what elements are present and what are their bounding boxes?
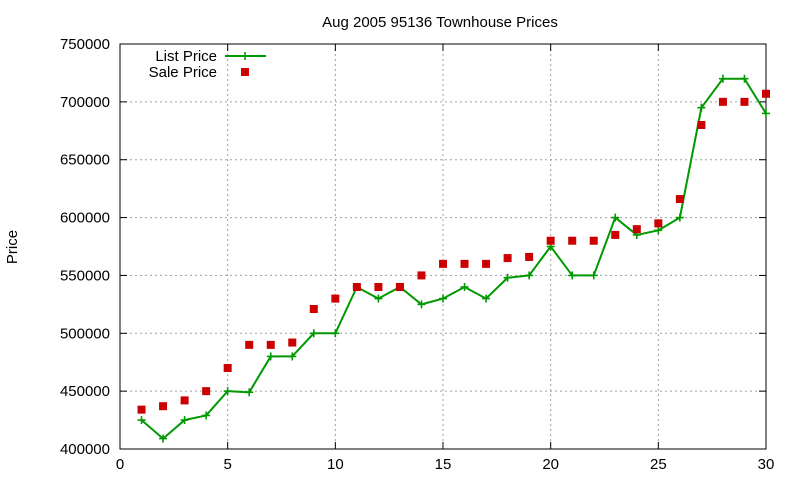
data-point-plus bbox=[589, 271, 598, 280]
data-point-square bbox=[309, 304, 318, 313]
data-point-plus bbox=[439, 294, 447, 303]
data-point-plus bbox=[417, 300, 426, 309]
data-point-plus bbox=[374, 294, 383, 303]
x-tick-label: 15 bbox=[435, 456, 452, 473]
series-sale-price bbox=[137, 89, 770, 414]
data-point-square bbox=[632, 225, 641, 234]
data-point-plus bbox=[460, 283, 469, 291]
data-point-plus bbox=[309, 329, 318, 338]
data-point-square bbox=[718, 97, 727, 106]
data-point-square bbox=[611, 230, 620, 239]
data-point-plus bbox=[266, 352, 275, 361]
y-axis-label: Price bbox=[4, 230, 21, 264]
data-point-plus bbox=[245, 388, 254, 397]
y-tick-label: 650000 bbox=[60, 152, 110, 169]
data-point-square bbox=[202, 387, 211, 396]
data-point-square bbox=[503, 254, 512, 263]
x-tick-label: 5 bbox=[223, 456, 231, 473]
data-point-plus bbox=[503, 273, 512, 282]
data-point-plus bbox=[611, 213, 620, 222]
series-line bbox=[140, 77, 767, 440]
tick-labels: 0 5 10 15 20 25 30 400000 450000 500000 550000 6000… bbox=[60, 36, 774, 473]
legend-square-swatch bbox=[241, 68, 249, 76]
data-point-square bbox=[266, 340, 275, 349]
data-point-square bbox=[697, 121, 706, 129]
data-point-square bbox=[460, 259, 469, 268]
data-point-square bbox=[654, 219, 663, 228]
data-point-square bbox=[374, 283, 383, 291]
data-point-square bbox=[675, 195, 684, 204]
data-point-plus bbox=[675, 213, 684, 222]
y-tick-label: 400000 bbox=[60, 441, 110, 458]
legend-label: List Price bbox=[155, 48, 217, 65]
data-point-square bbox=[546, 236, 555, 245]
data-point-plus bbox=[568, 271, 577, 280]
data-point-plus bbox=[137, 416, 146, 425]
y-tick-label: 450000 bbox=[60, 383, 110, 400]
y-tick-label: 600000 bbox=[60, 210, 110, 227]
chart-title: Aug 2005 95136 Townhouse Prices bbox=[322, 14, 558, 31]
series-list-price bbox=[137, 74, 770, 443]
data-point-square bbox=[159, 402, 168, 411]
data-point-plus bbox=[180, 416, 189, 425]
data-point-square bbox=[180, 396, 189, 405]
x-tick-label: 0 bbox=[116, 456, 124, 473]
x-tick-label: 20 bbox=[542, 456, 559, 473]
x-tick-label: 30 bbox=[758, 456, 775, 473]
data-point-plus bbox=[331, 329, 340, 338]
data-point-square bbox=[223, 364, 232, 372]
y-tick-label: 700000 bbox=[60, 94, 110, 111]
axes bbox=[119, 43, 767, 450]
data-point-square bbox=[482, 259, 491, 268]
data-point-square bbox=[288, 338, 297, 347]
data-point-plus bbox=[202, 411, 211, 420]
data-point-square bbox=[762, 89, 770, 98]
data-point-plus bbox=[740, 74, 749, 83]
data-point-square bbox=[417, 271, 426, 280]
data-point-plus bbox=[525, 271, 534, 280]
y-tick-label: 500000 bbox=[60, 325, 110, 342]
data-point-plus bbox=[482, 294, 491, 303]
data-point-plus bbox=[718, 74, 727, 83]
data-point-square bbox=[568, 236, 577, 245]
data-point-square bbox=[589, 236, 598, 245]
data-point-square bbox=[395, 283, 404, 291]
data-point-square bbox=[352, 283, 361, 291]
y-tick-label: 550000 bbox=[60, 267, 110, 284]
data-point-square bbox=[525, 252, 534, 261]
data-point-plus bbox=[159, 434, 168, 443]
data-point-square bbox=[245, 340, 254, 349]
data-point-plus bbox=[762, 109, 770, 118]
data-point-square bbox=[331, 294, 340, 303]
data-point-square bbox=[740, 97, 749, 106]
grid bbox=[120, 44, 766, 449]
data-point-plus bbox=[223, 387, 232, 396]
y-tick-label: 750000 bbox=[60, 36, 110, 53]
data-series bbox=[137, 74, 770, 443]
x-tick-label: 10 bbox=[327, 456, 344, 473]
data-point-square bbox=[137, 405, 146, 414]
x-tick-label: 25 bbox=[650, 456, 667, 473]
data-point-plus bbox=[654, 226, 663, 235]
data-point-square bbox=[439, 259, 447, 268]
legend-label: Sale Price bbox=[149, 64, 217, 81]
data-point-plus bbox=[288, 352, 297, 361]
data-point-plus bbox=[697, 103, 706, 112]
